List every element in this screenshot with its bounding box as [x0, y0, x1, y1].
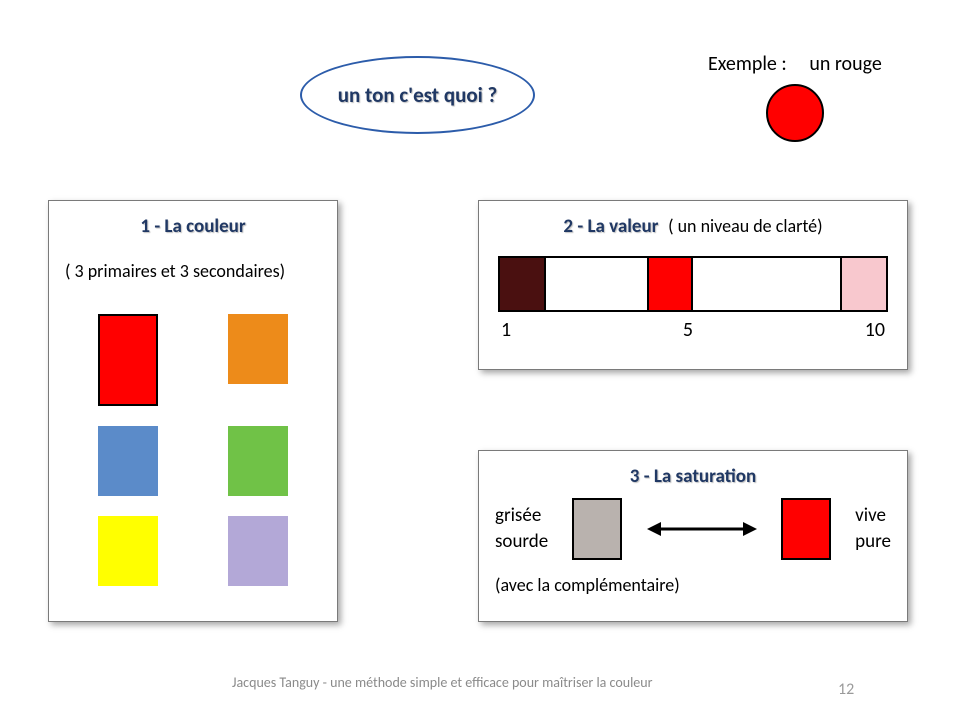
color-swatch [228, 426, 288, 496]
example-circle [766, 84, 824, 142]
example-label: Exemple : un rouge [708, 52, 882, 76]
value-label-mid: 5 [683, 318, 693, 342]
title-ellipse: un ton c'est quoi ? [300, 56, 535, 134]
value-labels: 1 5 10 [495, 318, 891, 342]
sat-right-a: vive [855, 503, 891, 529]
value-segment [500, 258, 546, 310]
panel2-subtitle: ( un niveau de clarté) [668, 215, 823, 237]
example-value: un rouge [809, 52, 881, 76]
panel1-subtitle: ( 3 primaires et 3 secondaires) [65, 260, 321, 282]
panel3-title: 3 - La saturation [495, 465, 891, 488]
panel-couleur: 1 - La couleur ( 3 primaires et 3 second… [48, 200, 338, 622]
page-number: 12 [838, 680, 854, 699]
title-text: un ton c'est quoi ? [338, 82, 498, 108]
sat-right-b: pure [855, 529, 891, 555]
footer-text: Jacques Tanguy - une méthode simple et e… [232, 674, 653, 691]
panel-saturation: 3 - La saturation grisée sourde vive pur… [478, 450, 908, 622]
saturation-row: grisée sourde vive pure [495, 498, 891, 560]
panel-valeur: 2 - La valeur ( un niveau de clarté) 1 5… [478, 200, 908, 370]
value-label-low: 1 [501, 318, 511, 342]
sat-left-a: grisée [495, 503, 548, 529]
panel2-title: 2 - La valeur [563, 215, 658, 238]
example-block: Exemple : un rouge [708, 52, 882, 142]
color-swatch [98, 516, 158, 586]
example-prefix: Exemple : [708, 52, 787, 76]
panel3-footnote: (avec la complémentaire) [495, 574, 891, 596]
sat-left-b: sourde [495, 529, 548, 555]
panel2-header: 2 - La valeur ( un niveau de clarté) [495, 215, 891, 238]
color-swatch [228, 314, 288, 384]
double-arrow-icon [647, 517, 757, 541]
value-segment [647, 258, 693, 310]
color-swatch-grid [65, 314, 321, 586]
value-label-high: 10 [865, 318, 885, 342]
value-segment [840, 258, 886, 310]
sat-right-swatch [781, 498, 831, 560]
color-swatch [98, 314, 158, 406]
sat-right-labels: vive pure [855, 503, 891, 554]
color-swatch [98, 426, 158, 496]
color-swatch [228, 516, 288, 586]
sat-left-labels: grisée sourde [495, 503, 548, 554]
panel1-title: 1 - La couleur [65, 215, 321, 238]
sat-left-swatch [572, 498, 622, 560]
value-bar [498, 256, 888, 312]
